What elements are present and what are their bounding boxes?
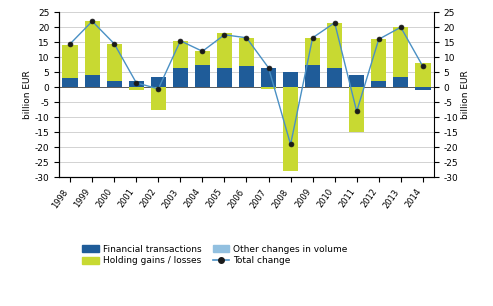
Bar xyxy=(305,38,320,65)
Bar xyxy=(393,27,409,77)
Bar xyxy=(195,65,210,87)
Bar xyxy=(415,63,430,87)
Bar xyxy=(283,72,298,87)
Bar xyxy=(239,66,254,87)
Bar xyxy=(63,78,78,87)
Bar xyxy=(349,75,364,87)
Bar xyxy=(84,21,100,75)
Legend: Financial transactions, Holding gains / losses, Other changes in volume, Total c: Financial transactions, Holding gains / … xyxy=(82,245,348,266)
Bar xyxy=(151,87,166,110)
Bar xyxy=(327,68,342,87)
Bar xyxy=(261,87,276,89)
Bar xyxy=(195,51,210,65)
Bar xyxy=(217,33,232,68)
Bar xyxy=(305,65,320,87)
Bar xyxy=(63,45,78,78)
Bar xyxy=(151,77,166,87)
Bar xyxy=(371,39,387,81)
Bar xyxy=(327,23,342,68)
Bar xyxy=(84,75,100,87)
Bar xyxy=(129,81,144,87)
Y-axis label: billion EUR: billion EUR xyxy=(23,70,32,119)
Bar xyxy=(129,87,144,90)
Bar xyxy=(393,77,409,87)
Bar xyxy=(106,44,122,81)
Bar xyxy=(217,68,232,87)
Bar xyxy=(349,87,364,132)
Bar xyxy=(173,68,188,87)
Bar xyxy=(371,81,387,87)
Bar xyxy=(106,81,122,87)
Y-axis label: billion EUR: billion EUR xyxy=(461,70,470,119)
Bar xyxy=(415,87,430,90)
Bar xyxy=(173,41,188,68)
Bar xyxy=(283,87,298,171)
Bar xyxy=(239,38,254,66)
Bar xyxy=(261,68,276,87)
